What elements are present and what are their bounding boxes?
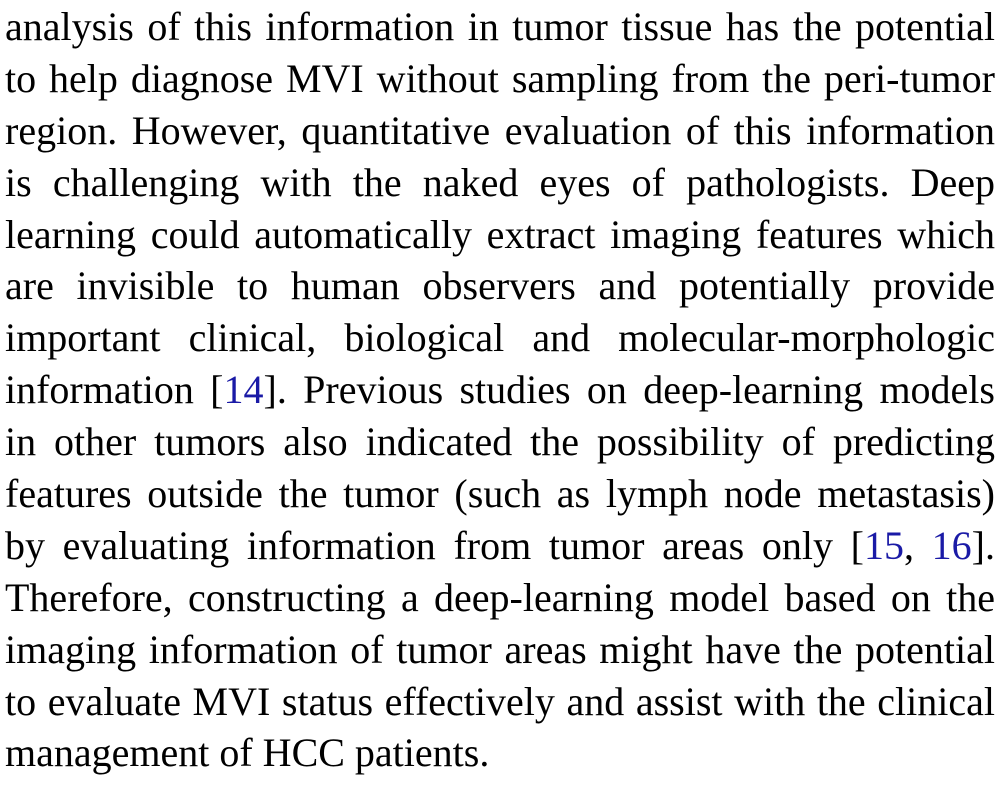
citation-link[interactable]: 16 (931, 522, 972, 568)
text-segment: in other tumors also indicated the possi… (5, 419, 995, 465)
text-segment: , (904, 522, 932, 568)
text-segment: learning could automatically extract ima… (5, 211, 995, 257)
text-line: region. However, quantitative evaluation… (5, 105, 995, 157)
text-segment: management of HCC patients. (5, 730, 490, 776)
text-segment: to evaluate MVI status effectively and a… (5, 678, 995, 724)
text-segment: are invisible to human observers and pot… (5, 263, 995, 309)
text-line: to help diagnose MVI without sampling fr… (5, 53, 995, 105)
text-line: information [14]. Previous studies on de… (5, 364, 995, 416)
text-line: analysis of this information in tumor ti… (5, 1, 995, 53)
text-line: is challenging with the naked eyes of pa… (5, 157, 995, 209)
text-segment: analysis of this information in tumor ti… (5, 4, 995, 49)
text-segment: Therefore, constructing a deep-learning … (5, 574, 995, 620)
text-segment: important clinical, biological and molec… (5, 315, 995, 361)
text-segment: by evaluating information from tumor are… (5, 522, 864, 568)
citation-link[interactable]: 14 (223, 367, 264, 413)
text-segment: region. However, quantitative evaluation… (5, 107, 995, 153)
text-segment: is challenging with the naked eyes of pa… (5, 159, 995, 205)
text-line: features outside the tumor (such as lymp… (5, 468, 995, 520)
text-segment: imaging information of tumor areas might… (5, 626, 995, 672)
text-line: by evaluating information from tumor are… (5, 520, 995, 572)
text-segment: ]. Previous studies on deep-learning mod… (263, 367, 996, 413)
text-line: are invisible to human observers and pot… (5, 260, 995, 312)
body-paragraph: analysis of this information in tumor ti… (5, 1, 1007, 779)
text-line: learning could automatically extract ima… (5, 209, 995, 261)
text-line: Therefore, constructing a deep-learning … (5, 572, 995, 624)
text-line: to evaluate MVI status effectively and a… (5, 676, 995, 728)
text-line: management of HCC patients. (5, 727, 995, 779)
text-line: in other tumors also indicated the possi… (5, 416, 995, 468)
text-segment: information [ (5, 367, 224, 413)
text-segment: features outside the tumor (such as lymp… (5, 471, 995, 517)
text-segment: ]. (971, 522, 995, 568)
text-segment: to help diagnose MVI without sampling fr… (5, 55, 995, 101)
citation-link[interactable]: 15 (864, 522, 904, 568)
text-line: imaging information of tumor areas might… (5, 624, 995, 676)
text-line: important clinical, biological and molec… (5, 312, 995, 364)
